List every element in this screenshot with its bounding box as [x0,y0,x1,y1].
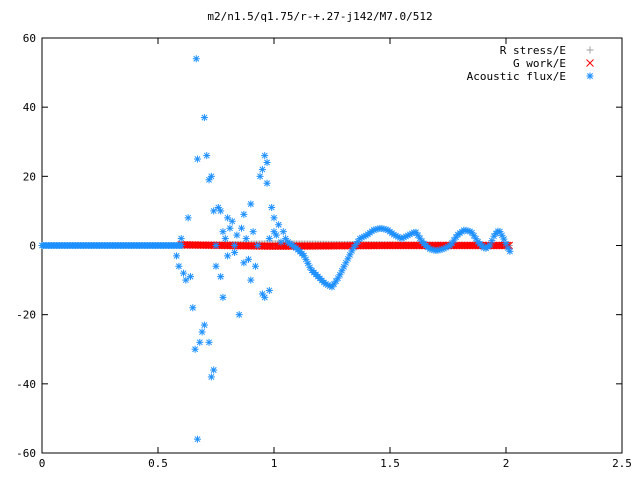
acoustic-flux-point [279,228,287,236]
x-tick-label: 2.5 [612,457,632,470]
acoustic-flux-point [265,286,273,294]
acoustic-flux-point [182,276,190,284]
acoustic-flux-point [247,200,255,208]
acoustic-flux-point [242,235,250,243]
acoustic-flux-point [238,224,246,232]
acoustic-flux-point [228,217,236,225]
acoustic-flux-point [180,269,188,277]
legend-label: Acoustic flux/E [467,70,566,83]
acoustic-flux-point [244,255,252,263]
acoustic-flux-point [200,321,208,329]
acoustic-flux-point [268,203,276,211]
acoustic-flux-point [198,328,206,336]
acoustic-flux-point [205,176,213,184]
acoustic-flux-point [240,259,248,267]
legend-label: R stress/E [500,44,566,57]
acoustic-flux-point [332,277,340,285]
acoustic-flux-point [219,228,227,236]
acoustic-flux-point [249,228,257,236]
acoustic-flux-point [184,214,192,222]
acoustic-flux-point [261,152,269,160]
x-tick-label: 2 [503,457,510,470]
acoustic-flux-point [226,224,234,232]
legend-label: G work/E [513,57,566,70]
acoustic-flux-point [217,273,225,281]
acoustic-flux-point [186,273,194,281]
acoustic-flux-point [205,338,213,346]
acoustic-flux-point [224,214,232,222]
acoustic-flux-point [231,248,239,256]
acoustic-flux-point [256,172,264,180]
acoustic-flux-point [177,242,185,249]
acoustic-flux-point [263,159,271,166]
acoustic-flux-point [189,304,197,312]
acoustic-flux-point [270,214,278,222]
series-layer [38,55,514,443]
acoustic-flux-point [219,293,227,301]
acoustic-flux-point [207,172,215,180]
axis-ticks: 0 0.5 1 1.5 2 2.5 -60 -40 -20 0 20 40 60 [16,32,632,470]
y-tick-label: 0 [29,240,36,253]
acoustic-flux-point [210,366,218,374]
acoustic-flux-point [191,345,199,353]
y-tick-label: -20 [16,309,36,322]
y-tick-label: 40 [23,101,36,114]
acoustic-flux-point [240,210,248,218]
acoustic-flux-point [212,242,220,249]
legend-marker [586,59,594,67]
x-tick-label: 0.5 [148,457,168,470]
acoustic-flux-point [192,55,200,63]
y-tick-label: 60 [23,32,36,45]
chart-title: m2/n1.5/q1.75/r-+.27-j142/M7.0/512 [207,10,432,23]
acoustic-flux-point [196,338,204,346]
acoustic-flux-point [275,221,283,229]
acoustic-flux-point [175,262,183,270]
acoustic-flux-point [272,231,280,239]
acoustic-flux-point [177,235,185,243]
acoustic-flux-point [193,435,201,443]
acoustic-flux-point [233,231,241,239]
acoustic-flux-point [203,152,211,160]
acoustic-flux-point [207,373,215,381]
acoustic-flux-point [173,252,181,260]
y-tick-label: 20 [23,170,36,183]
acoustic-flux-point [263,179,271,187]
acoustic-flux-point [231,242,239,249]
acoustic-flux-point [212,262,220,270]
acoustic-flux-point [506,247,514,255]
x-tick-label: 1 [271,457,278,470]
acoustic-flux-point [200,114,208,122]
acoustic-flux-point [221,235,229,243]
acoustic-flux-point [235,311,243,319]
acoustic-flux-point [251,262,259,270]
acoustic-flux-point [265,235,273,243]
y-tick-label: -40 [16,378,36,391]
legend-marker [586,46,594,54]
acoustic-flux-point [193,155,201,163]
acoustic-flux-point [224,252,232,260]
x-tick-label: 1.5 [380,457,400,470]
acoustic-flux-point [258,165,266,173]
y-tick-label: -60 [16,447,36,460]
acoustic-flux-point [277,238,285,246]
acoustic-flux-point [261,293,269,301]
acoustic-flux-point [254,242,262,249]
acoustic-flux-point [210,207,218,215]
legend-marker [586,72,594,80]
x-tick-label: 0 [39,457,46,470]
acoustic-flux-point [247,276,255,284]
acoustic-flux-point [217,207,225,215]
